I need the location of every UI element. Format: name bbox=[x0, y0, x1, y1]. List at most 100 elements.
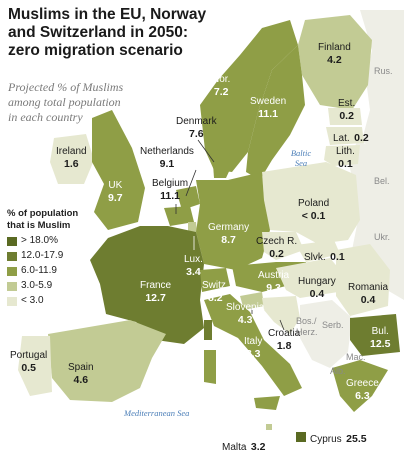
country-name: Netherlands bbox=[140, 146, 194, 157]
nonmember-label-russia: Rus. bbox=[374, 66, 393, 76]
country-name: Czech R. bbox=[256, 236, 298, 247]
country-value: 3.2 bbox=[250, 441, 266, 453]
country-label-belgium: Belgium 11.1 bbox=[152, 178, 188, 202]
country-name: Est. bbox=[338, 98, 356, 109]
country-label-slovenia: Slovenia 4.3 bbox=[226, 302, 264, 326]
country-label-hungary: Hungary 0.4 bbox=[298, 276, 336, 300]
country-name: Hungary bbox=[298, 276, 336, 287]
country-shape-latvia bbox=[326, 127, 364, 145]
legend-label-2: 12.0-17.9 bbox=[21, 250, 64, 261]
sea-label-baltic: Baltic Sea bbox=[290, 148, 312, 168]
country-label-romania: Romania 0.4 bbox=[348, 282, 388, 306]
country-shape-corsica bbox=[204, 320, 212, 340]
country-value: 4.3 bbox=[237, 314, 253, 326]
country-shape-czech bbox=[262, 232, 304, 260]
country-name: Greece bbox=[346, 378, 379, 389]
country-value: 0.2 bbox=[269, 248, 284, 260]
country-shape-italy bbox=[204, 294, 302, 396]
legend-swatch-3 bbox=[7, 267, 17, 276]
map-title-line-3: zero migration scenario bbox=[8, 42, 183, 59]
country-name: Croatia bbox=[268, 328, 301, 339]
country-shape-portugal bbox=[18, 336, 52, 396]
country-name: Finland bbox=[318, 42, 351, 53]
country-label-czech: Czech R. 0.2 bbox=[256, 236, 297, 260]
legend-swatch-5 bbox=[7, 297, 17, 306]
country-shape-bulgaria bbox=[350, 314, 400, 356]
country-shape-hungary bbox=[276, 258, 340, 298]
country-value: 7.2 bbox=[213, 86, 229, 98]
leader-line-netherlands bbox=[185, 169, 197, 197]
country-name: Sweden bbox=[250, 96, 287, 107]
country-label-italy: Italy 8.3 bbox=[244, 336, 262, 360]
country-shape-germany bbox=[196, 172, 270, 270]
country-label-bulgaria: Bul. 12.5 bbox=[370, 326, 390, 350]
country-shape-slovenia bbox=[240, 292, 264, 310]
map-subtitle-line-1: Projected % of Muslims bbox=[8, 80, 124, 94]
country-shape-uk bbox=[92, 110, 145, 230]
country-value: 8.7 bbox=[221, 234, 236, 246]
country-value: 12.5 bbox=[370, 338, 391, 350]
map-subtitle-line-3: in each country bbox=[8, 110, 83, 124]
leader-line-denmark bbox=[197, 139, 215, 163]
legend-swatch-1 bbox=[7, 237, 17, 246]
country-label-finland: Finland 4.2 bbox=[318, 42, 351, 66]
country-value: 8.3 bbox=[245, 348, 261, 360]
country-name: Romania bbox=[348, 282, 389, 293]
country-label-portugal: Portugal 0.5 bbox=[10, 350, 47, 374]
country-label-france: France 12.7 bbox=[140, 280, 171, 304]
country-name: Malta bbox=[222, 442, 247, 453]
legend-label-5: < 3.0 bbox=[21, 295, 44, 306]
country-value: 6.3 bbox=[355, 390, 370, 402]
country-value: 1.6 bbox=[63, 158, 79, 170]
country-name: Spain bbox=[68, 362, 94, 373]
legend-label-1: > 18.0% bbox=[21, 235, 58, 246]
country-shape-luxembourg bbox=[188, 222, 197, 232]
country-value: 0.2 bbox=[339, 110, 354, 122]
country-name: Lat. bbox=[333, 133, 350, 144]
country-name: Denmark bbox=[176, 116, 217, 127]
country-label-poland: Poland < 0.1 bbox=[298, 198, 329, 222]
country-value: 12.7 bbox=[145, 292, 166, 304]
country-label-netherlands: Netherlands 9.1 bbox=[140, 146, 194, 170]
country-label-norway: Nor. 7.2 bbox=[212, 74, 230, 98]
country-label-austria: Austria 9.3 bbox=[258, 270, 289, 294]
nonmember-label-albania: Alb. bbox=[330, 366, 346, 376]
country-shape-sweden bbox=[246, 45, 305, 180]
country-value: 0.4 bbox=[360, 294, 376, 306]
country-name: Austria bbox=[258, 270, 290, 281]
country-value: 4.6 bbox=[73, 374, 89, 386]
country-shape-malta bbox=[266, 424, 272, 430]
country-value: 4.2 bbox=[327, 54, 342, 66]
country-label-sweden: Sweden 11.1 bbox=[250, 96, 286, 120]
country-label-germany: Germany 8.7 bbox=[208, 222, 249, 246]
country-shape-belgium bbox=[164, 206, 194, 226]
country-name: Switz. bbox=[202, 280, 229, 291]
country-value: 11.1 bbox=[258, 108, 278, 120]
country-value: 0.4 bbox=[309, 288, 325, 300]
country-value: 3.4 bbox=[186, 266, 201, 278]
country-value: 1.8 bbox=[276, 340, 292, 352]
country-value: 0.1 bbox=[338, 158, 353, 170]
country-shape-slovakia bbox=[296, 240, 340, 262]
country-shape-netherlands bbox=[176, 186, 200, 210]
country-label-slovakia: Slvk. 0.1 bbox=[304, 250, 345, 264]
country-label-croatia: Croatia 1.8 bbox=[268, 328, 300, 352]
country-name: Slovenia bbox=[226, 302, 265, 313]
country-shape-lithuania bbox=[324, 145, 360, 166]
country-label-cyprus: Cyprus 25.5 bbox=[310, 432, 367, 446]
map-subtitle-line-2: among total population bbox=[8, 95, 121, 109]
map-title-line-2: and Switzerland in 2050: bbox=[8, 24, 189, 41]
nonmember-label-ukraine: Ukr. bbox=[374, 232, 391, 242]
country-label-latvia: Lat. 0.2 bbox=[333, 131, 369, 145]
country-value: 0.2 bbox=[354, 132, 369, 144]
country-name: Poland bbox=[298, 198, 330, 209]
leader-line-croatia bbox=[279, 319, 285, 331]
country-shape-ireland bbox=[50, 134, 94, 184]
country-name: UK bbox=[108, 180, 123, 191]
country-label-uk: UK 9.7 bbox=[108, 180, 123, 204]
country-name: Cyprus bbox=[310, 434, 342, 445]
balkans-nonmember-shape bbox=[300, 300, 352, 368]
country-value: 9.7 bbox=[108, 192, 123, 204]
country-shape-denmark bbox=[212, 148, 232, 178]
